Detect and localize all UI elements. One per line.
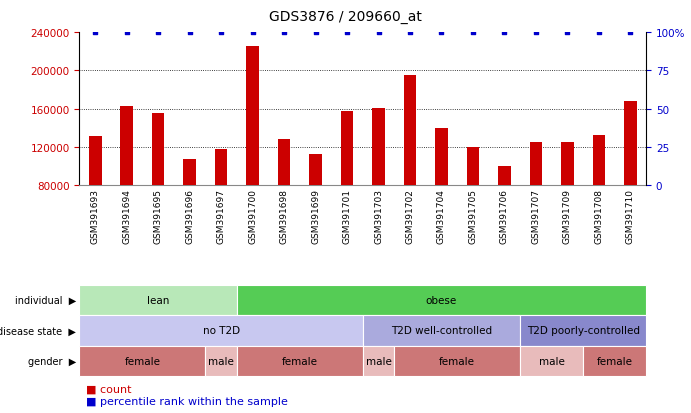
Text: ■ count: ■ count — [86, 383, 132, 393]
Bar — [372, 109, 385, 186]
Text: T2D well-controlled: T2D well-controlled — [391, 325, 492, 336]
Text: T2D poorly-controlled: T2D poorly-controlled — [527, 325, 640, 336]
Point — [184, 30, 195, 36]
Point — [594, 30, 605, 36]
Bar — [593, 135, 605, 186]
Bar — [529, 143, 542, 186]
Bar — [89, 136, 102, 186]
Point — [216, 30, 227, 36]
Point — [404, 30, 415, 36]
Point — [247, 30, 258, 36]
Bar — [152, 114, 164, 186]
Point — [121, 30, 132, 36]
Text: ■ percentile rank within the sample: ■ percentile rank within the sample — [86, 396, 288, 406]
Bar — [498, 167, 511, 186]
Text: lean: lean — [147, 295, 169, 306]
Point — [562, 30, 573, 36]
Text: female: female — [124, 356, 160, 366]
Bar — [278, 140, 290, 186]
Bar — [215, 150, 227, 186]
Text: individual  ▶: individual ▶ — [15, 295, 76, 306]
Text: obese: obese — [426, 295, 457, 306]
Text: female: female — [282, 356, 318, 366]
Text: female: female — [439, 356, 475, 366]
Bar — [310, 154, 322, 186]
Text: male: male — [208, 356, 234, 366]
Text: gender  ▶: gender ▶ — [28, 356, 76, 366]
Bar — [120, 107, 133, 186]
Point — [278, 30, 290, 36]
Bar — [435, 128, 448, 186]
Text: female: female — [596, 356, 632, 366]
Bar — [404, 76, 416, 186]
Point — [373, 30, 384, 36]
Text: male: male — [366, 356, 392, 366]
Bar — [466, 147, 480, 186]
Text: male: male — [539, 356, 565, 366]
Text: GDS3876 / 209660_at: GDS3876 / 209660_at — [269, 10, 422, 24]
Bar — [246, 47, 259, 186]
Bar — [624, 102, 636, 186]
Point — [625, 30, 636, 36]
Point — [310, 30, 321, 36]
Text: no T2D: no T2D — [202, 325, 240, 336]
Text: disease state  ▶: disease state ▶ — [0, 325, 76, 336]
Point — [153, 30, 164, 36]
Point — [436, 30, 447, 36]
Point — [341, 30, 352, 36]
Point — [499, 30, 510, 36]
Point — [90, 30, 101, 36]
Bar — [183, 160, 196, 186]
Point — [467, 30, 478, 36]
Bar — [561, 143, 574, 186]
Bar — [341, 112, 353, 186]
Point — [531, 30, 542, 36]
